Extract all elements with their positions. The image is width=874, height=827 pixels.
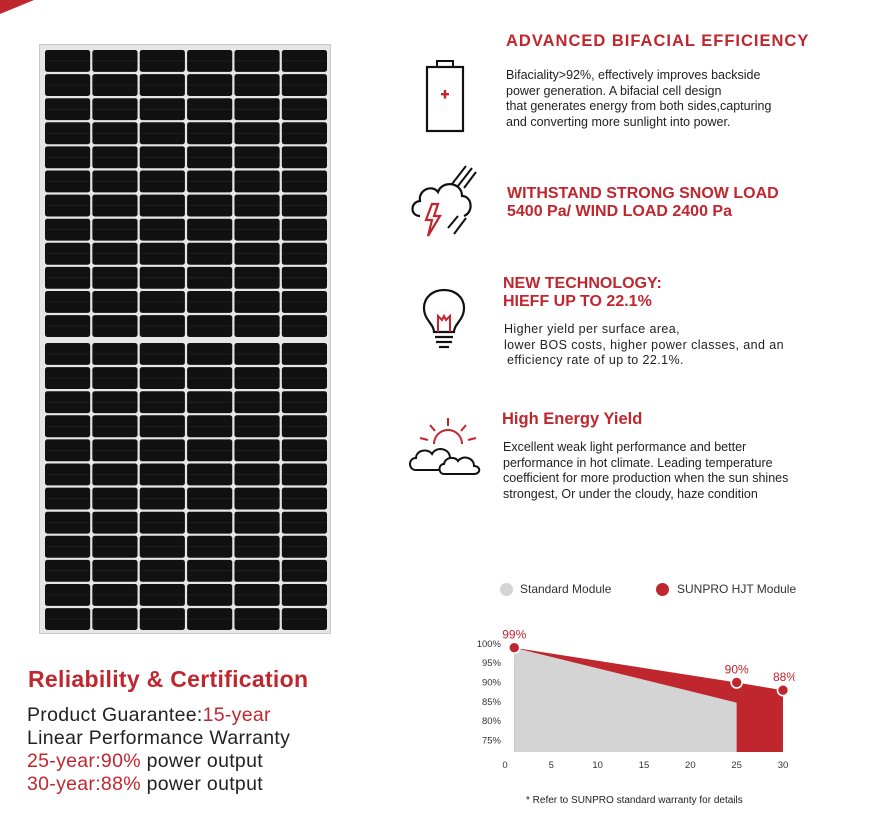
warranty-label: Linear Performance Warranty (27, 727, 291, 749)
text-line: performance in hot climate. Leading temp… (503, 455, 773, 470)
title-line: 5400 Pa/ WIND LOAD 2400 Pa (507, 202, 732, 220)
point-label: 88% (773, 670, 795, 684)
light-bulb-icon (422, 288, 466, 349)
reliability-title: Reliability & Certification (28, 666, 309, 692)
x-tick-label: 20 (685, 760, 696, 771)
warranty-25-year: 25-year:90% power output (27, 750, 263, 773)
legend-label-hjt: SUNPRO HJT Module (677, 582, 797, 596)
text-line: Higher yield per surface area, (504, 322, 680, 336)
warranty-30-year: 30-year:88% power output (27, 773, 263, 796)
legend-swatch-standard (500, 583, 513, 596)
y-tick-label: 75% (482, 735, 502, 746)
warranty-25-value: 25-year:90% (27, 750, 141, 772)
y-tick-label: 80% (482, 716, 502, 727)
guarantee-label: Product Guarantee: (27, 704, 203, 726)
hjt-point (507, 641, 521, 655)
title-line: HIEFF UP TO 22.1% (503, 292, 652, 310)
feature-text-technology: Higher yield per surface area, lower BOS… (504, 322, 784, 369)
feature-title-snow-load: WITHSTAND STRONG SNOW LOAD 5400 Pa/ WIND… (507, 185, 779, 220)
text-line: lower BOS costs, higher power classes, a… (504, 337, 784, 352)
title-line: WITHSTAND STRONG SNOW LOAD (507, 185, 779, 202)
y-tick-label: 85% (482, 697, 502, 708)
x-tick-label: 15 (639, 760, 650, 771)
text-line: efficiency rate of up to 22.1%. (507, 353, 684, 367)
text-line: strongest, Or under the cloudy, haze con… (503, 486, 758, 501)
footnote: * Refer to SUNPRO standard warranty for … (526, 795, 743, 806)
y-tick-label: 95% (482, 658, 502, 669)
warranty-chart: 100% 95% 90% 85% 80% 75% 0 5 10 15 20 25 30 99% 90% 88% (477, 628, 795, 771)
solar-panel-cells (45, 50, 327, 630)
point-label: 99% (502, 628, 526, 642)
text-line: and converting more sunlight into power. (506, 114, 731, 129)
hjt-point (776, 683, 790, 697)
warranty-30-value: 30-year:88% (27, 773, 141, 795)
feature-title-energy-yield: High Energy Yield (502, 410, 643, 428)
feature-text-energy-yield: Excellent weak light performance and bet… (503, 440, 788, 502)
feature-text-bifacial: Bifaciality>92%, effectively improves ba… (506, 68, 771, 130)
x-tick-label: 10 (592, 760, 603, 771)
corner-ribbon (0, 0, 34, 14)
guarantee-value: 15-year (202, 704, 271, 726)
x-tick-label: 25 (731, 760, 742, 771)
battery-icon (425, 60, 465, 133)
legend-label-standard: Standard Module (520, 582, 612, 596)
title-line: NEW TECHNOLOGY: (503, 275, 662, 292)
hjt-point (730, 676, 743, 689)
storm-cloud-icon (411, 165, 477, 237)
x-tick-label: 5 (549, 760, 554, 771)
y-tick-label: 90% (482, 677, 502, 688)
text-line: that generates energy from both sides,ca… (506, 99, 772, 113)
x-tick-label: 30 (778, 760, 789, 771)
product-guarantee: Product Guarantee:15-year (27, 704, 271, 727)
point-label: 90% (725, 662, 749, 676)
text-line: power generation. A bifacial cell design (506, 83, 722, 98)
text-line: Excellent weak light performance and bet… (503, 440, 747, 454)
sun-cloud-icon (409, 418, 481, 475)
feature-title-bifacial: ADVANCED BIFACIAL EFFICIENCY (506, 32, 810, 50)
legend-swatch-hjt (656, 583, 669, 596)
warranty-25-text: power output (140, 750, 263, 772)
x-tick-label: 0 (502, 760, 507, 771)
text-line: coefficient for more production when the… (503, 471, 789, 485)
y-tick-label: 100% (477, 639, 502, 650)
standard-area (514, 647, 737, 752)
feature-title-technology: NEW TECHNOLOGY: HIEFF UP TO 22.1% (503, 275, 662, 310)
warranty-30-text: power output (140, 773, 263, 795)
text-line: Bifaciality>92%, effectively improves ba… (506, 68, 761, 82)
